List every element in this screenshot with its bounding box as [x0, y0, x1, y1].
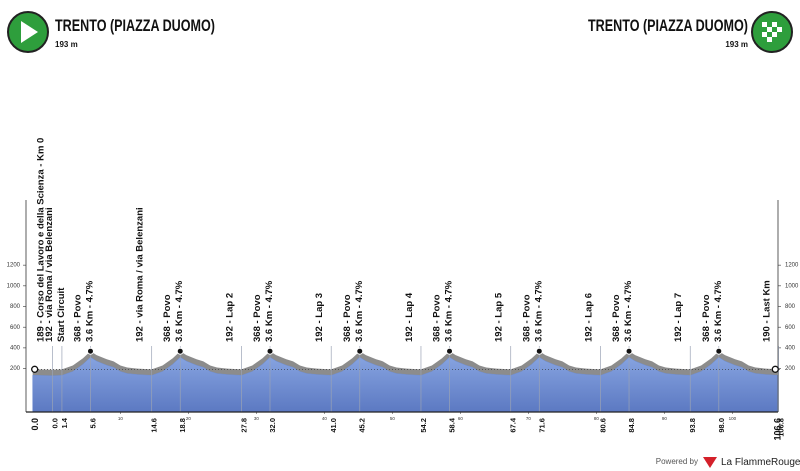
y-tick-label: 1000 — [7, 283, 21, 289]
start-name: TRENTO (PIAZZA DUOMO) — [55, 16, 215, 35]
km-label: 45.2 — [358, 418, 367, 433]
marker-label: 189 - Corso del Lavoro e della Scienza -… — [35, 138, 46, 342]
x-tick-label: 10 — [118, 416, 124, 421]
x-tick-label: 70 — [526, 416, 532, 421]
km-label: 14.6 — [150, 418, 159, 433]
km-label: 0.0 — [50, 418, 59, 428]
start-point — [31, 365, 39, 373]
marker-label: 368 - Povo — [611, 294, 622, 342]
finish-name: TRENTO (PIAZZA DUOMO) — [588, 16, 748, 35]
marker-label: 368 - Povo — [72, 294, 83, 342]
marker-label: 192 - Lap 3 — [314, 293, 325, 342]
marker-label: 368 - Povo — [342, 294, 353, 342]
marker-label: 192 - Lap 5 — [494, 292, 505, 342]
marker-label: 192 - Lap 7 — [673, 293, 684, 342]
x-tick-label: 50 — [390, 416, 396, 421]
x-tick-label: 80 — [594, 416, 600, 421]
km-label: 1.4 — [60, 417, 69, 428]
y-tick-label: 1000 — [785, 283, 799, 289]
marker-label: 368 - Povo — [701, 294, 712, 342]
marker-label: 3.6 Km - 4.7% — [623, 280, 634, 342]
y-tick-label: 1200 — [7, 263, 21, 269]
marker-label: 190 - Last Km — [762, 280, 773, 342]
finish-point — [771, 365, 779, 373]
marker-label: 192 - Lap 6 — [583, 293, 594, 342]
marker-label: 192 - Lap 2 — [224, 293, 235, 342]
marker-label: 368 - Povo — [521, 294, 532, 342]
summit-dot — [176, 347, 184, 355]
summit-dot — [625, 347, 633, 355]
km-label: 54.2 — [419, 418, 428, 433]
start-km-label: 0.0 — [30, 418, 40, 431]
marker-label: 368 - Povo — [162, 294, 173, 342]
marker-label: 3.6 Km - 4.7% — [533, 280, 544, 342]
y-tick-label: 200 — [10, 366, 21, 372]
summit-dot — [86, 347, 94, 355]
start-elevation: 193 m — [55, 40, 78, 49]
x-tick-label: 40 — [322, 416, 328, 421]
summit-dot — [266, 347, 274, 355]
y-tick-label: 600 — [10, 325, 21, 331]
y-tick-label: 800 — [10, 304, 21, 310]
km-label: 80.6 — [598, 418, 607, 433]
finish-elevation: 193 m — [725, 40, 748, 49]
brand-name: La FlammeRouge — [721, 457, 800, 468]
marker-label: 3.6 Km - 4.7% — [713, 280, 724, 342]
y-tick-label: 1200 — [785, 263, 799, 269]
km-label: 18.8 — [178, 418, 187, 433]
y-tick-label: 600 — [785, 325, 796, 331]
km-label: 98.0 — [717, 418, 726, 433]
km-label: 106.8 — [777, 418, 786, 437]
km-label: 41.0 — [329, 418, 338, 433]
profile-area — [32, 356, 778, 413]
finish-km-label: 106.6 — [773, 418, 783, 441]
marker-label: 368 - Povo — [432, 294, 443, 342]
y-tick-label: 400 — [785, 345, 796, 351]
x-tick-label: 100 — [729, 416, 737, 421]
marker-label: 3.6 Km - 4.7% — [264, 280, 275, 342]
km-label: 93.8 — [688, 418, 697, 433]
summit-dot — [535, 347, 543, 355]
km-label: 84.8 — [627, 418, 636, 433]
km-label: 5.6 — [88, 418, 97, 428]
x-tick-label: 30 — [254, 416, 260, 421]
km-label: 27.8 — [239, 418, 248, 433]
x-tick-label: 20 — [186, 416, 192, 421]
marker-label: 3.6 Km - 4.7% — [444, 280, 455, 342]
marker-label: 3.6 Km - 4.7% — [84, 280, 95, 342]
marker-label: 192 - via Roma / via Belenzani — [44, 207, 55, 342]
y-tick-label: 400 — [10, 345, 21, 351]
km-label: 58.4 — [448, 417, 457, 432]
plot: 200 200 400 400 600 600 800 800 1000 1000 1200 1200… — [7, 138, 799, 441]
marker-label: Start Circuit — [56, 287, 67, 342]
checkered-flag — [762, 22, 782, 42]
summit-dot — [446, 347, 454, 355]
marker-label: 3.6 Km - 4.7% — [354, 280, 365, 342]
x-tick-label: 60 — [458, 416, 464, 421]
powered-by: Powered by — [656, 457, 698, 466]
marker-label: 3.6 Km - 4.7% — [174, 280, 185, 342]
marker-label: 368 - Povo — [252, 294, 263, 342]
marker-label: 192 - via Roma / via Belenzani — [135, 207, 146, 342]
km-label: 71.6 — [537, 418, 546, 433]
play-symbol — [21, 21, 38, 43]
x-tick-label: 90 — [662, 416, 668, 421]
km-label: 32.0 — [268, 418, 277, 433]
summit-dot — [356, 347, 364, 355]
km-label: 67.4 — [509, 417, 518, 432]
marker-label: 192 - Lap 4 — [404, 292, 415, 342]
brand-logo — [703, 457, 717, 468]
y-tick-label: 200 — [785, 366, 796, 372]
y-tick-label: 800 — [785, 304, 796, 310]
summit-dot — [715, 347, 723, 355]
